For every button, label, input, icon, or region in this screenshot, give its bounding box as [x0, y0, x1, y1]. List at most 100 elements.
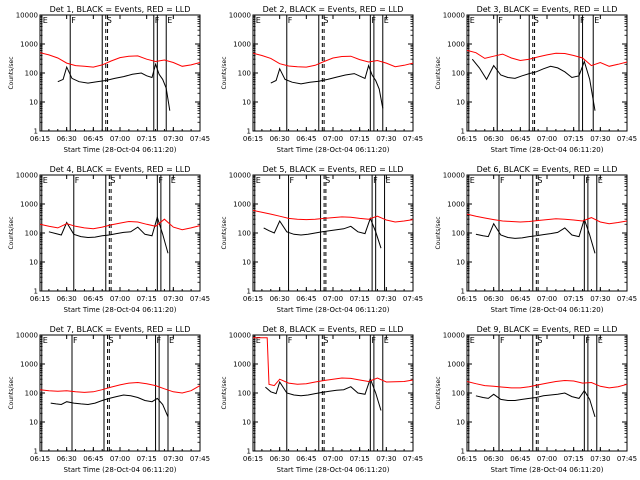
detector-panel-5: Det 5, BLACK = Events, RED = LLD Counts/s…: [221, 165, 423, 314]
series-lld-line: [252, 52, 414, 68]
y-axis-label: Counts/sec: [8, 216, 15, 249]
y-tick-label: 1: [247, 288, 251, 296]
x-tick-label: 07:30: [590, 295, 610, 303]
x-tick-label: 06:30: [270, 455, 290, 463]
y-tick-label: 10000: [443, 12, 465, 20]
event-marker-label: E: [256, 176, 261, 185]
x-tick-label: 07:15: [350, 135, 370, 143]
x-tick-label: 07:45: [403, 295, 423, 303]
y-tick-label: 1000: [20, 41, 38, 49]
y-tick-label: 1000: [447, 41, 465, 49]
event-marker-label: E: [384, 16, 389, 25]
y-tick-label: 100: [238, 230, 251, 238]
x-tick-label: 07:15: [564, 295, 584, 303]
y-tick-label: 1: [461, 128, 465, 136]
x-tick-label: 06:30: [57, 135, 77, 143]
x-tick-label: 07:15: [350, 295, 370, 303]
event-marker-label: F: [498, 16, 503, 25]
plot-title: Det 8, BLACK = Events, RED = LLD: [263, 325, 404, 334]
event-marker-label: F: [75, 176, 80, 185]
y-axis-label: Counts/sec: [221, 376, 228, 409]
y-tick-label: 1: [247, 448, 251, 456]
x-tick-label: 06:15: [243, 135, 263, 143]
x-tick-label: 07:00: [110, 135, 130, 143]
event-marker-label: E: [384, 336, 389, 345]
event-marker-label: F: [500, 336, 505, 345]
y-tick-label: 100: [238, 70, 251, 78]
plot-title: Det 9, BLACK = Events, RED = LLD: [477, 325, 618, 334]
x-tick-label: 07:00: [323, 135, 343, 143]
x-tick-label: 07:15: [350, 455, 370, 463]
plot-frame: [39, 334, 201, 452]
y-tick-label: 1000: [233, 41, 251, 49]
x-tick-label: 07:30: [376, 135, 396, 143]
y-tick-label: 10000: [229, 12, 251, 20]
series-lld-line: [39, 52, 201, 68]
detector-panel-2: Det 2, BLACK = Events, RED = LLD Counts/s…: [221, 5, 423, 154]
x-tick-label: 06:45: [83, 455, 103, 463]
x-tick-label: 06:45: [83, 135, 103, 143]
plot-frame: [252, 334, 414, 452]
x-tick-label: 06:45: [510, 455, 530, 463]
event-marker-label: F: [290, 176, 295, 185]
event-marker-label: S: [325, 176, 330, 185]
detector-panel-1: Det 1, BLACK = Events, RED = LLD Counts/s…: [8, 5, 210, 154]
y-tick-label: 100: [25, 230, 38, 238]
event-marker-label: F: [73, 336, 78, 345]
x-tick-label: 06:15: [243, 455, 263, 463]
event-marker-label: E: [470, 16, 475, 25]
y-tick-label: 100: [238, 390, 251, 398]
x-axis-label: Start Time (28-Oct-04 06:11:20): [491, 466, 604, 474]
x-tick-label: 07:30: [590, 135, 610, 143]
plot-title: Det 4, BLACK = Events, RED = LLD: [50, 165, 191, 174]
x-tick-label: 07:30: [590, 455, 610, 463]
y-tick-label: 100: [452, 230, 465, 238]
x-tick-label: 07:30: [376, 455, 396, 463]
x-tick-label: 07:00: [537, 295, 557, 303]
series-events-line: [270, 63, 384, 109]
event-marker-label: E: [598, 336, 603, 345]
series-lld-line: [466, 213, 628, 225]
event-marker-label: S: [109, 336, 114, 345]
y-tick-label: 10000: [229, 172, 251, 180]
x-axis-label: Start Time (28-Oct-04 06:11:20): [277, 146, 390, 154]
y-tick-label: 10000: [443, 332, 465, 340]
plot-frame: [39, 14, 201, 132]
series-events-line: [471, 58, 596, 111]
x-tick-label: 07:15: [564, 455, 584, 463]
y-tick-label: 10: [456, 259, 465, 267]
plot-frame: [466, 174, 628, 292]
y-tick-label: 1000: [447, 361, 465, 369]
series-events-line: [50, 394, 169, 418]
x-tick-label: 06:30: [57, 455, 77, 463]
x-tick-label: 06:45: [510, 295, 530, 303]
plot-title: Det 1, BLACK = Events, RED = LLD: [50, 5, 191, 14]
y-tick-label: 10: [29, 99, 38, 107]
x-tick-label: 07:00: [110, 295, 130, 303]
y-tick-label: 10000: [16, 332, 38, 340]
series-lld-line: [466, 379, 628, 389]
x-tick-label: 07:30: [163, 455, 183, 463]
event-marker-label: E: [43, 336, 48, 345]
event-marker-label: E: [386, 176, 391, 185]
event-marker-label: S: [537, 176, 542, 185]
x-tick-label: 07:00: [323, 455, 343, 463]
x-tick-label: 06:30: [270, 295, 290, 303]
y-tick-label: 10: [242, 419, 251, 427]
y-tick-label: 1000: [447, 201, 465, 209]
series-lld-line: [39, 381, 201, 394]
plot-title: Det 3, BLACK = Events, RED = LLD: [477, 5, 618, 14]
x-tick-label: 07:45: [403, 455, 423, 463]
x-tick-label: 06:15: [457, 295, 477, 303]
x-tick-label: 07:00: [537, 455, 557, 463]
x-axis-label: Start Time (28-Oct-04 06:11:20): [277, 466, 390, 474]
x-tick-label: 06:15: [243, 295, 263, 303]
x-tick-label: 06:30: [484, 135, 504, 143]
plot-frame: [466, 334, 628, 452]
plot-frame: [466, 14, 628, 132]
plot-title: Det 2, BLACK = Events, RED = LLD: [263, 5, 404, 14]
y-tick-label: 1: [461, 448, 465, 456]
y-tick-label: 10: [456, 99, 465, 107]
x-tick-label: 06:30: [270, 135, 290, 143]
x-tick-label: 07:15: [564, 135, 584, 143]
